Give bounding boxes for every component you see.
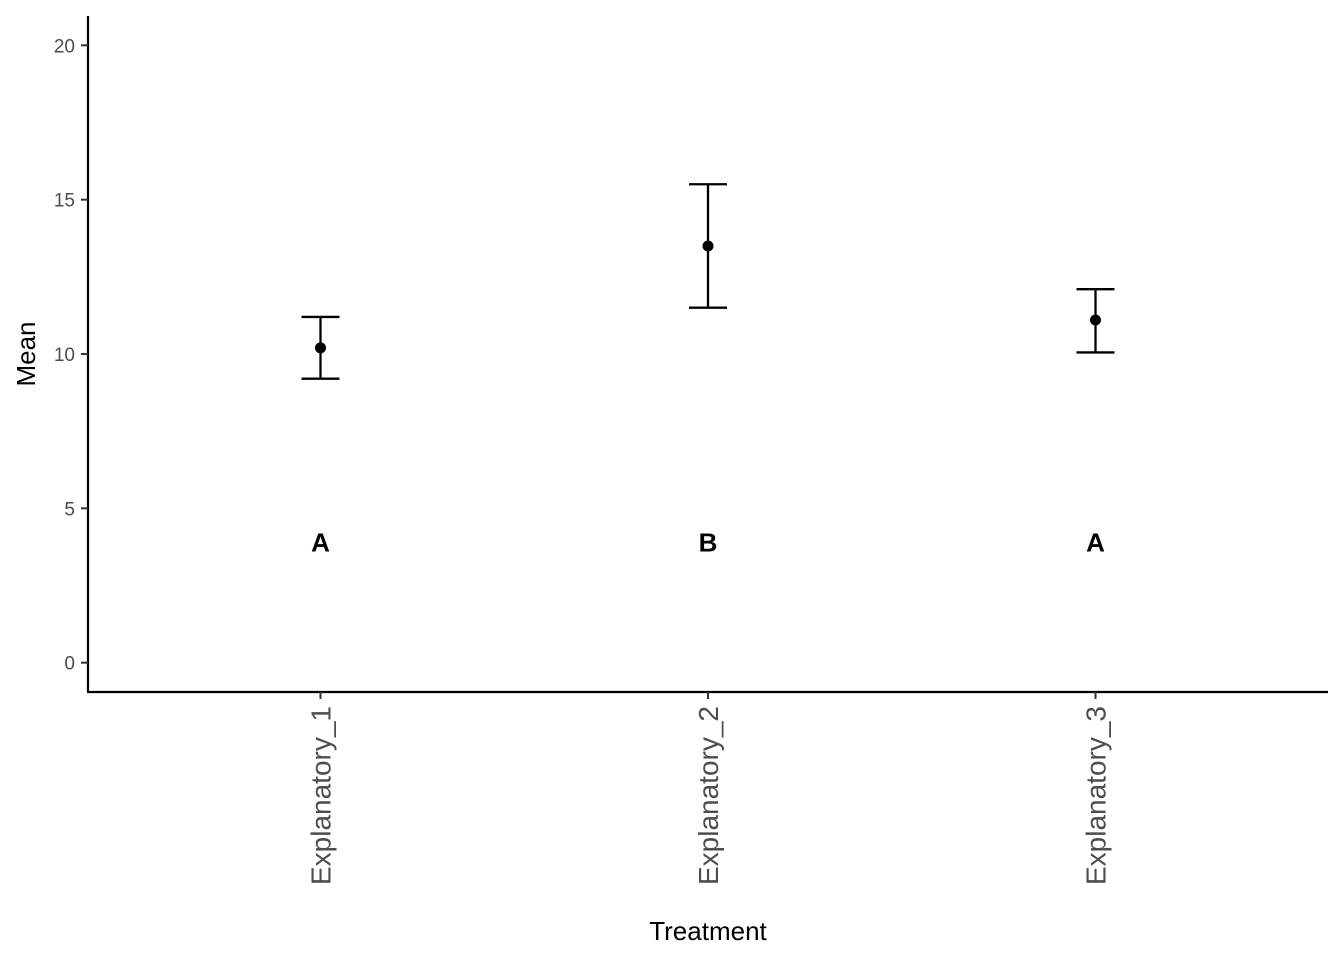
x-axis-ticks: Explanatory_1 Explanatory_2 Explanatory_3: [306, 692, 1112, 885]
group-letter-label: A: [1086, 527, 1105, 557]
y-tick-label: 0: [64, 654, 75, 675]
x-axis-title: Treatment: [649, 916, 767, 946]
x-tick-label: Explanatory_2: [693, 706, 724, 885]
group-letter-label: B: [699, 527, 718, 557]
x-tick-label: Explanatory_3: [1081, 706, 1112, 885]
mean-point: [315, 342, 326, 354]
mean-point: [1090, 314, 1101, 326]
y-axis-title: Mean: [11, 321, 41, 386]
group-letter-label: A: [311, 527, 330, 557]
mean-point: [702, 240, 714, 252]
y-axis-ticks: 0 5 10 15 20: [54, 36, 88, 675]
y-tick-label: 20: [54, 36, 75, 57]
y-tick-label: 15: [54, 191, 75, 212]
x-tick-label: Explanatory_1: [306, 706, 337, 885]
y-tick-label: 5: [64, 499, 75, 520]
y-tick-label: 10: [54, 345, 75, 366]
